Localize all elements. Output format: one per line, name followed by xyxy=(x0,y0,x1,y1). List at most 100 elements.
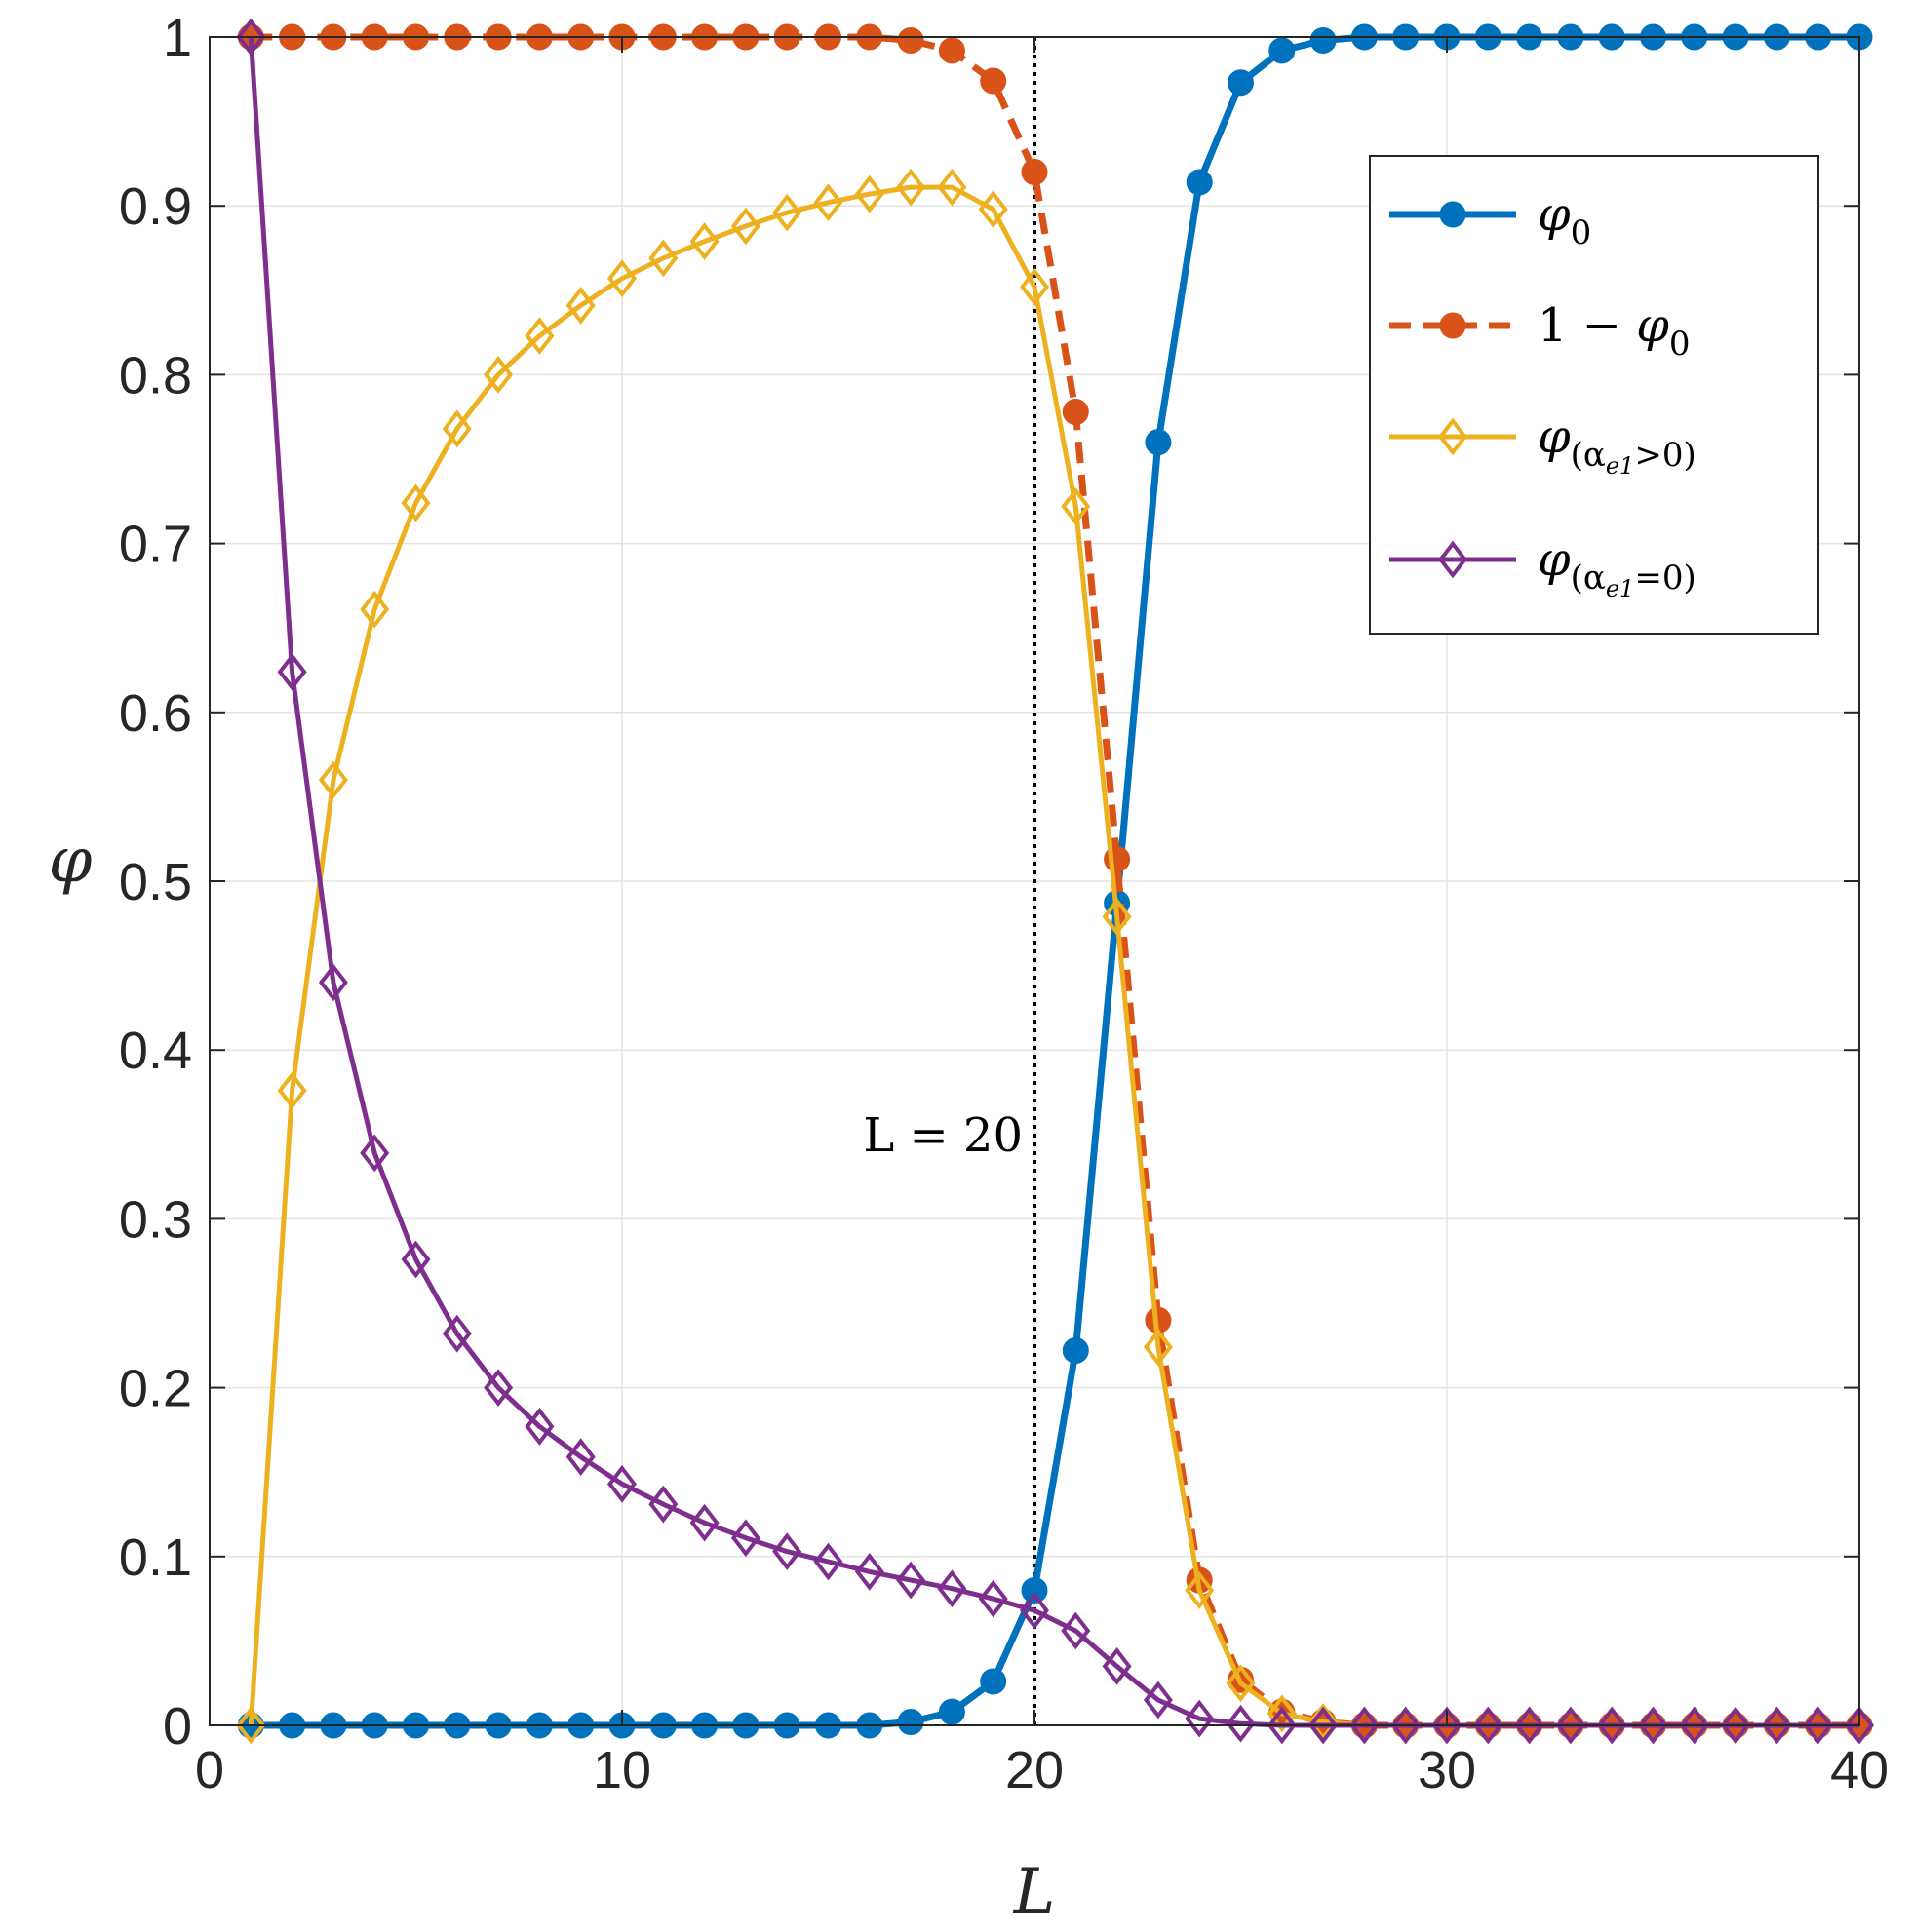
data-point xyxy=(1268,37,1296,64)
data-point xyxy=(1102,897,1132,936)
data-point xyxy=(1762,1706,1792,1745)
data-point xyxy=(1062,398,1089,426)
data-point xyxy=(484,356,514,394)
data-point xyxy=(442,409,472,448)
data-point xyxy=(236,18,266,57)
data-point xyxy=(1349,1706,1380,1745)
y-tick-label: 0.7 xyxy=(119,516,192,574)
data-point xyxy=(897,1709,924,1736)
data-point xyxy=(689,1503,720,1542)
data-point xyxy=(1061,1611,1091,1650)
data-point xyxy=(318,963,348,1002)
data-point xyxy=(854,174,884,213)
reference-line-group: L = 20 xyxy=(863,37,1036,1725)
data-point xyxy=(606,259,638,298)
data-point xyxy=(1308,1706,1339,1745)
data-point xyxy=(937,1569,967,1608)
data-point xyxy=(854,1553,884,1591)
data-point xyxy=(566,287,596,325)
data-point xyxy=(813,183,843,222)
legend-marker-phi_(alpha_e1>0) xyxy=(1437,417,1468,456)
data-point xyxy=(1267,1706,1297,1745)
data-point xyxy=(1390,1706,1421,1745)
data-point xyxy=(525,317,555,355)
data-point xyxy=(813,1542,843,1581)
data-point xyxy=(1721,1706,1751,1745)
x-axis-label: L xyxy=(1013,1856,1056,1928)
x-tick-label: 10 xyxy=(593,1741,651,1799)
annotation-l20: L = 20 xyxy=(863,1108,1023,1163)
data-point xyxy=(938,37,965,64)
data-point xyxy=(1679,1706,1709,1745)
data-point xyxy=(1143,1681,1173,1719)
legend-label-phi_0: φ0 xyxy=(1538,187,1591,252)
legend-marker-phi_0 xyxy=(1439,201,1466,228)
data-point xyxy=(360,590,390,629)
data-point xyxy=(1309,26,1337,54)
x-tick-label: 30 xyxy=(1418,1741,1476,1799)
data-point xyxy=(606,1464,638,1503)
data-point xyxy=(1308,1703,1339,1741)
data-point xyxy=(1185,1699,1215,1738)
y-tick-label: 0.1 xyxy=(119,1528,192,1587)
data-point xyxy=(772,1532,802,1570)
y-axis-label: φ xyxy=(49,825,93,897)
data-point xyxy=(360,1134,390,1173)
data-point xyxy=(1019,267,1050,306)
data-point xyxy=(980,67,1007,95)
legend-marker-1-phi_0 xyxy=(1439,312,1466,339)
data-point xyxy=(566,1438,596,1476)
data-point xyxy=(1226,1704,1256,1743)
data-point xyxy=(525,1408,555,1446)
legend-marker-phi_(alpha_e1=0) xyxy=(1437,540,1468,579)
data-point xyxy=(980,1668,1007,1695)
x-tick-label: 0 xyxy=(195,1741,224,1799)
y-tick-label: 0 xyxy=(163,1697,192,1756)
data-point xyxy=(1021,159,1048,186)
legend-label-phi_(alpha_e1>0): φ(αe1>0) xyxy=(1538,409,1696,480)
data-point xyxy=(1514,1706,1544,1745)
data-point xyxy=(1597,1706,1627,1745)
legend: φ0 1 − φ0 φ(αe1>0) φ(αe1=0) xyxy=(1369,155,1819,635)
data-point xyxy=(1019,1591,1050,1630)
data-point xyxy=(648,239,679,278)
data-point xyxy=(1186,169,1213,196)
data-point xyxy=(236,1706,266,1745)
data-point xyxy=(1226,1664,1256,1703)
data-point xyxy=(978,1579,1008,1618)
y-tick-label: 0.2 xyxy=(119,1360,192,1418)
data-point xyxy=(1102,1646,1132,1685)
data-point xyxy=(897,26,924,54)
data-point xyxy=(1638,1706,1668,1745)
data-point xyxy=(896,1561,926,1600)
x-tick-label: 20 xyxy=(1005,1741,1064,1799)
y-tick-label: 0.5 xyxy=(119,853,192,911)
data-point xyxy=(1228,69,1254,97)
data-point xyxy=(1267,1694,1297,1733)
data-point xyxy=(277,652,307,691)
data-point xyxy=(277,1071,307,1110)
data-point xyxy=(401,1240,431,1279)
data-point xyxy=(772,193,802,232)
data-point xyxy=(1062,1336,1089,1364)
data-point xyxy=(938,1698,965,1725)
data-point xyxy=(730,1519,760,1558)
data-point xyxy=(978,190,1008,229)
data-point xyxy=(1145,429,1172,456)
y-tick-label: 0.4 xyxy=(119,1022,192,1080)
data-point xyxy=(318,760,348,799)
x-tick-label: 40 xyxy=(1830,1741,1889,1799)
data-point xyxy=(648,1485,679,1524)
legend-label-1-phi_0: 1 − φ0 xyxy=(1538,298,1691,364)
y-tick-label: 0.8 xyxy=(119,346,192,405)
data-point xyxy=(401,483,431,522)
data-point xyxy=(1844,1706,1875,1745)
data-point xyxy=(1185,1571,1215,1609)
data-point xyxy=(1555,1706,1585,1745)
data-point xyxy=(442,1314,472,1353)
data-point xyxy=(1143,1328,1173,1367)
data-point xyxy=(1431,1706,1462,1745)
y-tick-label: 0.6 xyxy=(119,684,192,743)
y-tick-label: 0.9 xyxy=(119,177,192,236)
